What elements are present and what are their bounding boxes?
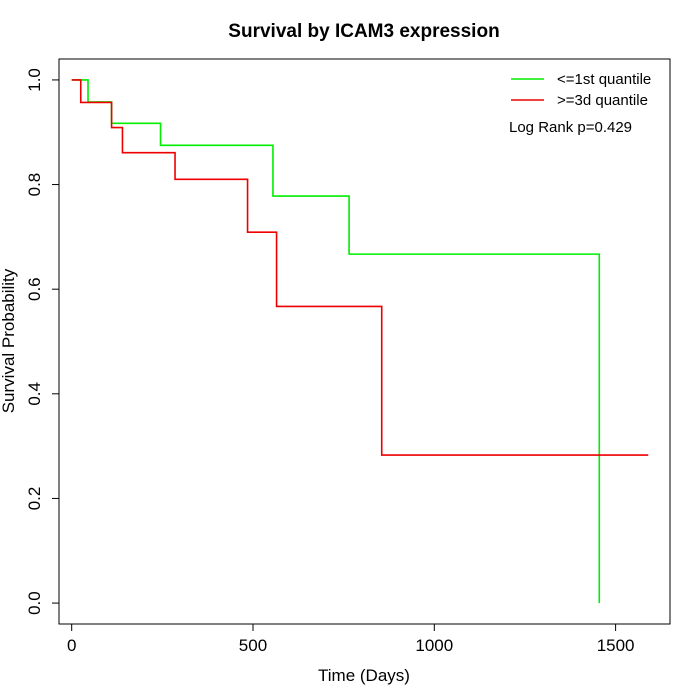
x-tick-label-1: 500 [239, 636, 267, 655]
x-tick-label-3: 1500 [597, 636, 635, 655]
series-layer [71, 79, 649, 604]
series-line-1 [71, 79, 649, 456]
y-tick-label-0: 0.0 [25, 591, 44, 615]
series-line-0 [71, 79, 601, 604]
y-axis-label: Survival Probability [0, 268, 18, 413]
legend: <=1st quantile >=3d quantile [511, 71, 651, 109]
log-rank-annotation: Log Rank p=0.429 [509, 119, 632, 136]
legend-entry-0: <=1st quantile [557, 71, 651, 88]
y-tick-label-4: 0.8 [25, 173, 44, 197]
legend-entry-1: >=3d quantile [557, 92, 648, 109]
chart-title: Survival by ICAM3 expression [228, 21, 499, 42]
y-axis: 0.0 0.2 0.4 0.6 0.8 1.0 [25, 68, 59, 615]
plot-frame [58, 58, 671, 625]
x-axis-label: Time (Days) [318, 666, 410, 685]
x-axis: 0 500 1000 1500 [67, 624, 635, 655]
y-tick-label-2: 0.4 [25, 382, 44, 406]
y-tick-label-5: 1.0 [25, 68, 44, 92]
x-tick-label-2: 1000 [415, 636, 453, 655]
y-tick-label-1: 0.2 [25, 487, 44, 511]
y-tick-label-3: 0.6 [25, 277, 44, 301]
x-tick-label-0: 0 [67, 636, 76, 655]
